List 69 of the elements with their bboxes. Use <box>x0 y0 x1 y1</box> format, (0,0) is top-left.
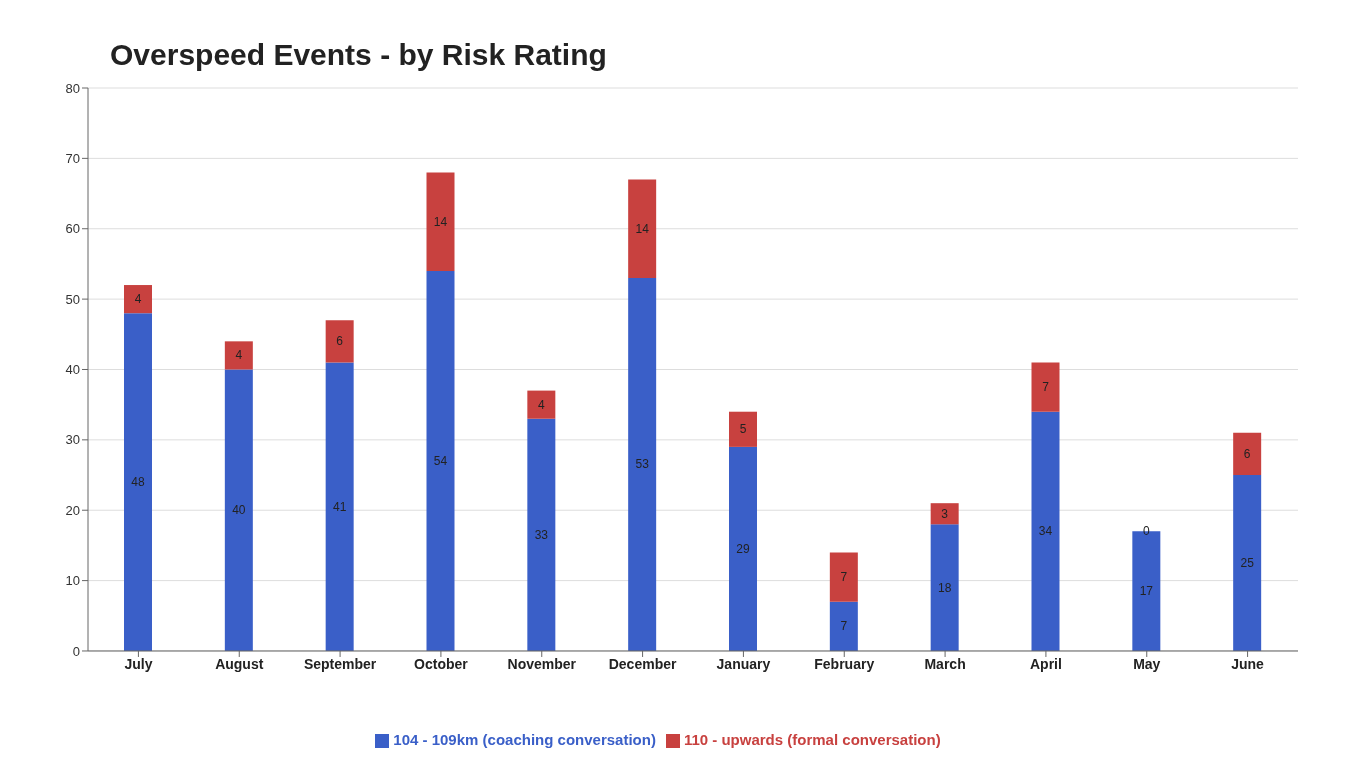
bar <box>124 313 152 651</box>
x-tick-label: May <box>1133 655 1161 672</box>
data-label: 53 <box>635 457 650 472</box>
data-label: 4 <box>134 292 142 307</box>
bar <box>325 320 354 363</box>
bar <box>1233 475 1262 651</box>
data-label: 48 <box>131 475 145 490</box>
y-tick-label: 60 <box>65 221 80 237</box>
x-tick-label: March <box>924 655 966 672</box>
y-tick-label: 40 <box>65 362 80 378</box>
data-label: 4 <box>537 397 545 412</box>
data-label: 40 <box>232 503 246 518</box>
bar <box>1031 411 1060 651</box>
bar <box>224 369 253 651</box>
x-tick-label: June <box>1231 655 1265 672</box>
bar <box>829 552 858 602</box>
data-label: 29 <box>736 541 750 556</box>
x-tick-label: October <box>414 655 469 672</box>
data-label: 7 <box>840 570 848 585</box>
y-tick-label: 30 <box>65 432 80 448</box>
bar <box>325 362 354 651</box>
legend-label: 110 - upwards (formal conversation) <box>683 730 941 748</box>
y-tick-label: 80 <box>65 80 80 96</box>
data-label: 33 <box>534 527 549 542</box>
chart-title: Overspeed Events - by Risk Rating <box>110 38 607 72</box>
bar <box>1031 362 1060 412</box>
bar <box>224 341 253 370</box>
bar <box>930 524 959 651</box>
data-label: 5 <box>739 422 747 437</box>
y-tick-label: 20 <box>65 502 80 518</box>
x-tick-label: August <box>215 655 264 672</box>
bar <box>426 270 455 651</box>
x-tick-label: July <box>124 655 153 672</box>
bar <box>829 601 858 651</box>
bar <box>628 278 657 651</box>
x-tick-label: November <box>507 655 577 672</box>
data-label: 25 <box>1240 556 1255 570</box>
data-label: 6 <box>1243 446 1251 461</box>
bar <box>527 390 556 419</box>
bar <box>527 418 556 651</box>
bar <box>124 285 152 314</box>
y-tick-label: 0 <box>72 643 80 659</box>
data-label: 3 <box>941 506 949 521</box>
data-label: 17 <box>1139 584 1154 599</box>
x-tick-label: February <box>814 655 875 672</box>
data-label: 41 <box>332 499 347 514</box>
data-label: 7 <box>840 619 848 634</box>
bar <box>930 503 959 525</box>
data-label: 18 <box>937 580 952 595</box>
data-label: 14 <box>635 221 650 236</box>
data-label: 7 <box>1042 380 1050 395</box>
x-tick-label: April <box>1029 655 1062 672</box>
y-tick-label: 70 <box>65 150 80 166</box>
y-tick-label: 10 <box>65 573 80 589</box>
bar <box>628 179 657 278</box>
y-tick-label: 50 <box>65 291 80 307</box>
x-tick-label: January <box>716 655 771 672</box>
legend-label: 104 - 109km (coaching conversation) <box>393 730 656 748</box>
x-tick-label: December <box>608 655 677 672</box>
data-label: 6 <box>336 334 344 349</box>
data-label: 14 <box>433 214 448 229</box>
bar <box>729 446 757 651</box>
x-tick-label: September <box>303 655 377 672</box>
bar <box>1233 432 1262 476</box>
data-label: 34 <box>1038 524 1053 539</box>
data-label: 54 <box>433 453 448 468</box>
data-label: 4 <box>235 348 243 363</box>
bar <box>729 411 757 447</box>
bar <box>426 172 455 271</box>
